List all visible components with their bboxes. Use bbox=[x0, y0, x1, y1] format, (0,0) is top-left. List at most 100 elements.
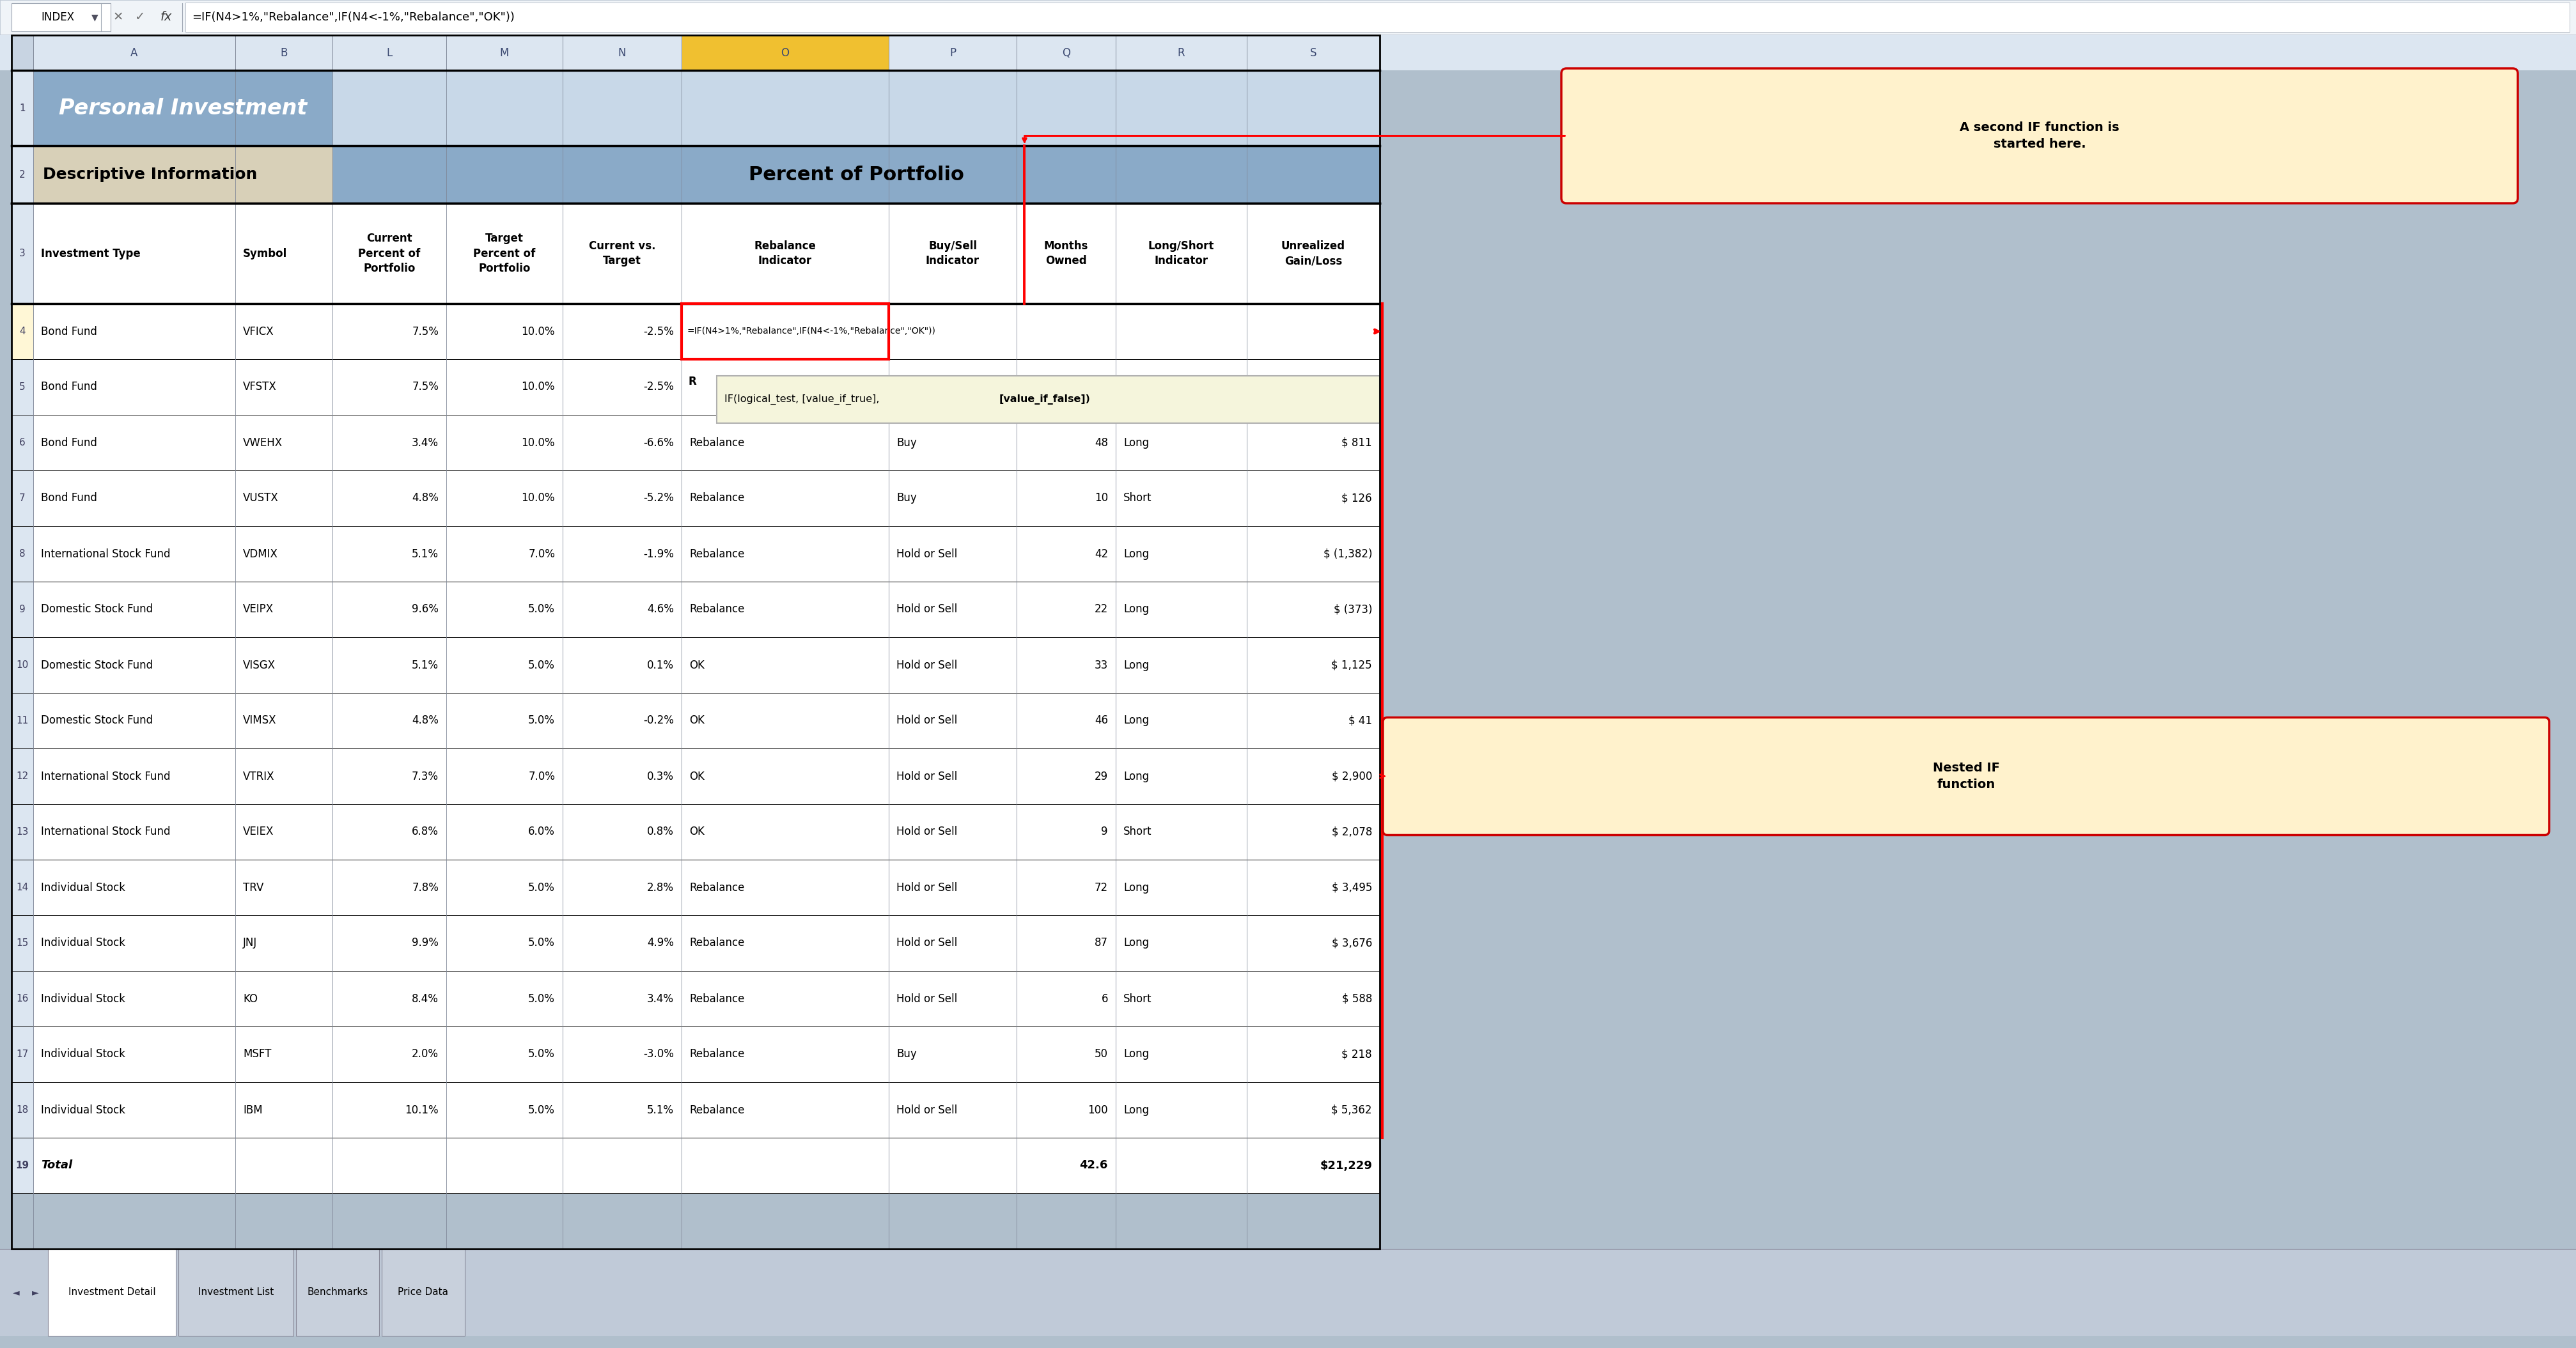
Text: INDEX: INDEX bbox=[41, 12, 75, 23]
Text: 13: 13 bbox=[15, 828, 28, 837]
Bar bbox=[10, 803, 33, 860]
FancyBboxPatch shape bbox=[1561, 69, 2517, 204]
Text: S: S bbox=[1311, 47, 1316, 58]
Text: 17: 17 bbox=[15, 1050, 28, 1060]
Text: Bond Fund: Bond Fund bbox=[41, 326, 98, 337]
Bar bbox=[33, 581, 1381, 638]
Text: Long: Long bbox=[1123, 882, 1149, 894]
Text: OK: OK bbox=[690, 826, 703, 837]
Text: Hold or Sell: Hold or Sell bbox=[896, 993, 958, 1004]
Bar bbox=[33, 526, 1381, 581]
Text: ►: ► bbox=[31, 1287, 39, 1297]
Text: Long: Long bbox=[1123, 771, 1149, 782]
Text: VEIEX: VEIEX bbox=[242, 826, 273, 837]
Bar bbox=[0, 35, 2576, 70]
Text: 4.8%: 4.8% bbox=[412, 714, 438, 727]
Bar bbox=[332, 35, 446, 70]
Text: 10: 10 bbox=[15, 661, 28, 670]
Text: Investment Detail: Investment Detail bbox=[67, 1287, 155, 1297]
Bar bbox=[10, 581, 33, 638]
Bar bbox=[10, 915, 33, 971]
Text: 19: 19 bbox=[15, 1161, 28, 1170]
Text: International Stock Fund: International Stock Fund bbox=[41, 549, 170, 559]
Text: Domestic Stock Fund: Domestic Stock Fund bbox=[41, 714, 152, 727]
Text: Percent of Portfolio: Percent of Portfolio bbox=[750, 166, 963, 183]
Text: 15: 15 bbox=[15, 938, 28, 948]
Text: 16: 16 bbox=[15, 993, 28, 1003]
Bar bbox=[49, 1250, 175, 1336]
Text: VFICX: VFICX bbox=[242, 326, 273, 337]
Text: Current
Percent of
Portfolio: Current Percent of Portfolio bbox=[358, 233, 420, 274]
Text: fx: fx bbox=[160, 11, 173, 23]
Text: L: L bbox=[386, 47, 392, 58]
Text: Long: Long bbox=[1123, 937, 1149, 949]
Bar bbox=[10, 860, 33, 915]
Text: 6: 6 bbox=[18, 438, 26, 448]
Bar bbox=[10, 748, 33, 803]
Text: [value_if_false]): [value_if_false]) bbox=[999, 395, 1090, 404]
Bar bbox=[1247, 35, 1381, 70]
Text: Rebalance: Rebalance bbox=[690, 937, 744, 949]
Bar bbox=[33, 1026, 1381, 1082]
Text: 8.4%: 8.4% bbox=[412, 993, 438, 1004]
Bar bbox=[683, 303, 889, 359]
Text: Current vs.
Target: Current vs. Target bbox=[590, 240, 654, 267]
Text: 3.4%: 3.4% bbox=[647, 993, 675, 1004]
Bar bbox=[332, 70, 1381, 146]
Text: M: M bbox=[500, 47, 510, 58]
Text: Long: Long bbox=[1123, 714, 1149, 727]
Text: 10: 10 bbox=[1095, 492, 1108, 504]
Text: Investment Type: Investment Type bbox=[41, 248, 142, 259]
Bar bbox=[33, 359, 1381, 415]
Text: A second IF function is
started here.: A second IF function is started here. bbox=[1960, 121, 2120, 151]
Text: 10.0%: 10.0% bbox=[520, 437, 554, 449]
Text: VTRIX: VTRIX bbox=[242, 771, 276, 782]
Text: 9.9%: 9.9% bbox=[412, 937, 438, 949]
Text: Nested IF
function: Nested IF function bbox=[1932, 762, 1999, 791]
Text: OK: OK bbox=[690, 714, 703, 727]
Bar bbox=[562, 35, 683, 70]
Text: Long: Long bbox=[1123, 1049, 1149, 1060]
Text: 7.8%: 7.8% bbox=[412, 882, 438, 894]
Text: Hold or Sell: Hold or Sell bbox=[896, 771, 958, 782]
Text: Rebalance: Rebalance bbox=[690, 437, 744, 449]
Text: Rebalance: Rebalance bbox=[690, 1049, 744, 1060]
Text: 72: 72 bbox=[1095, 882, 1108, 894]
Text: Individual Stock: Individual Stock bbox=[41, 882, 126, 894]
Text: 9: 9 bbox=[18, 605, 26, 615]
Text: 7.5%: 7.5% bbox=[412, 381, 438, 392]
Text: VFSTX: VFSTX bbox=[242, 381, 276, 392]
Text: VISGX: VISGX bbox=[242, 659, 276, 671]
Text: $ 218: $ 218 bbox=[1342, 1049, 1373, 1060]
Bar bbox=[10, 70, 33, 146]
Bar bbox=[178, 1250, 294, 1336]
Text: 5.0%: 5.0% bbox=[528, 882, 554, 894]
Text: Rebalance
Indicator: Rebalance Indicator bbox=[755, 240, 817, 267]
Text: Personal Investment: Personal Investment bbox=[59, 97, 307, 119]
Text: 50: 50 bbox=[1095, 1049, 1108, 1060]
Text: P: P bbox=[951, 47, 956, 58]
Text: Hold or Sell: Hold or Sell bbox=[896, 1104, 958, 1116]
Text: ✕: ✕ bbox=[113, 11, 124, 23]
Bar bbox=[33, 971, 1381, 1026]
Bar bbox=[10, 303, 33, 359]
Bar bbox=[683, 35, 889, 70]
Bar bbox=[33, 1138, 1381, 1193]
Text: 10.0%: 10.0% bbox=[520, 326, 554, 337]
Text: Rebalance: Rebalance bbox=[690, 993, 744, 1004]
Bar bbox=[33, 204, 1381, 303]
Text: 42: 42 bbox=[1095, 549, 1108, 559]
Text: 46: 46 bbox=[1095, 714, 1108, 727]
Text: 0.3%: 0.3% bbox=[647, 771, 675, 782]
Text: -0.2%: -0.2% bbox=[644, 714, 675, 727]
Text: 10.0%: 10.0% bbox=[520, 492, 554, 504]
Text: 4: 4 bbox=[18, 326, 26, 336]
Text: Rebalance: Rebalance bbox=[690, 882, 744, 894]
Text: IF(logical_test, [value_if_true],: IF(logical_test, [value_if_true], bbox=[724, 395, 884, 404]
Text: Short: Short bbox=[1123, 993, 1151, 1004]
Text: $ 5,362: $ 5,362 bbox=[1332, 1104, 1373, 1116]
Text: KO: KO bbox=[242, 993, 258, 1004]
Text: Hold or Sell: Hold or Sell bbox=[896, 882, 958, 894]
Text: 87: 87 bbox=[1095, 937, 1108, 949]
Text: 4.6%: 4.6% bbox=[647, 604, 675, 615]
